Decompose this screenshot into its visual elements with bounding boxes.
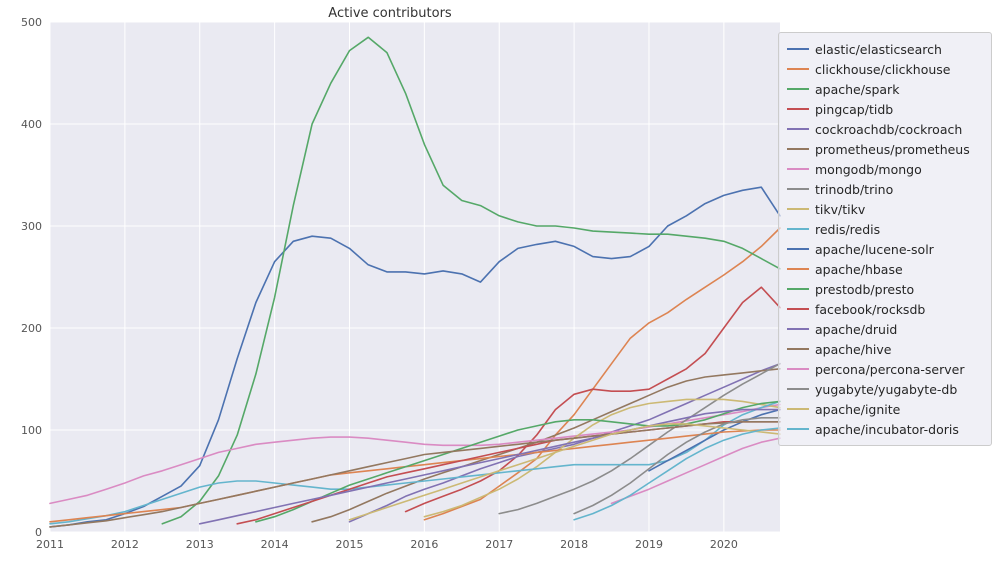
legend-item: apache/hbase [787,259,983,279]
legend-label: apache/spark [815,82,983,97]
svg-text:2016: 2016 [410,538,438,551]
legend-item: mongodb/mongo [787,159,983,179]
svg-text:2018: 2018 [560,538,588,551]
svg-text:2020: 2020 [710,538,738,551]
legend-item: percona/percona-server [787,359,983,379]
legend-swatch [787,328,809,330]
legend-label: elastic/elasticsearch [815,42,983,57]
legend-label: prometheus/prometheus [815,142,983,157]
svg-text:300: 300 [21,220,42,233]
legend-label: apache/incubator-doris [815,422,983,437]
legend-item: apache/spark [787,79,983,99]
legend-label: clickhouse/clickhouse [815,62,983,77]
legend-item: pingcap/tidb [787,99,983,119]
legend-label: tikv/tikv [815,202,983,217]
legend-swatch [787,228,809,230]
svg-text:2017: 2017 [485,538,513,551]
legend: elastic/elasticsearch clickhouse/clickhou… [778,32,992,446]
legend-swatch [787,168,809,170]
legend-item: trinodb/trino [787,179,983,199]
legend-label: pingcap/tidb [815,102,983,117]
legend-item: apache/lucene-solr [787,239,983,259]
legend-label: apache/druid [815,322,983,337]
legend-item: facebook/rocksdb [787,299,983,319]
plot-area: 2011201220132014201520162017201820192020… [50,22,780,532]
legend-item: apache/incubator-doris [787,419,983,439]
legend-item: yugabyte/yugabyte-db [787,379,983,399]
legend-item: cockroachdb/cockroach [787,119,983,139]
legend-swatch [787,288,809,290]
svg-text:500: 500 [21,16,42,29]
legend-label: trinodb/trino [815,182,983,197]
svg-text:2015: 2015 [335,538,363,551]
legend-label: apache/lucene-solr [815,242,983,257]
svg-text:2019: 2019 [635,538,663,551]
chart-container: Active contributors 20112012201320142015… [0,0,1000,562]
legend-swatch [787,108,809,110]
legend-item: clickhouse/clickhouse [787,59,983,79]
svg-text:0: 0 [35,526,42,539]
svg-text:2013: 2013 [186,538,214,551]
legend-label: apache/hive [815,342,983,357]
legend-swatch [787,248,809,250]
legend-item: redis/redis [787,219,983,239]
legend-swatch [787,428,809,430]
svg-text:200: 200 [21,322,42,335]
legend-label: prestodb/presto [815,282,983,297]
legend-swatch [787,308,809,310]
legend-label: apache/ignite [815,402,983,417]
legend-item: apache/ignite [787,399,983,419]
legend-swatch [787,68,809,70]
svg-text:2014: 2014 [261,538,289,551]
svg-text:100: 100 [21,424,42,437]
legend-item: elastic/elasticsearch [787,39,983,59]
legend-label: facebook/rocksdb [815,302,983,317]
legend-item: tikv/tikv [787,199,983,219]
legend-label: apache/hbase [815,262,983,277]
legend-swatch [787,88,809,90]
legend-label: mongodb/mongo [815,162,983,177]
legend-label: redis/redis [815,222,983,237]
svg-text:2011: 2011 [36,538,64,551]
legend-swatch [787,348,809,350]
legend-label: percona/percona-server [815,362,983,377]
legend-swatch [787,48,809,50]
legend-item: apache/druid [787,319,983,339]
legend-label: yugabyte/yugabyte-db [815,382,983,397]
legend-swatch [787,388,809,390]
legend-swatch [787,208,809,210]
legend-swatch [787,148,809,150]
legend-label: cockroachdb/cockroach [815,122,983,137]
legend-swatch [787,128,809,130]
legend-swatch [787,408,809,410]
chart-title: Active contributors [0,6,780,21]
svg-text:400: 400 [21,118,42,131]
legend-swatch [787,268,809,270]
legend-item: apache/hive [787,339,983,359]
legend-swatch [787,188,809,190]
svg-text:2012: 2012 [111,538,139,551]
legend-swatch [787,368,809,370]
legend-item: prometheus/prometheus [787,139,983,159]
legend-item: prestodb/presto [787,279,983,299]
